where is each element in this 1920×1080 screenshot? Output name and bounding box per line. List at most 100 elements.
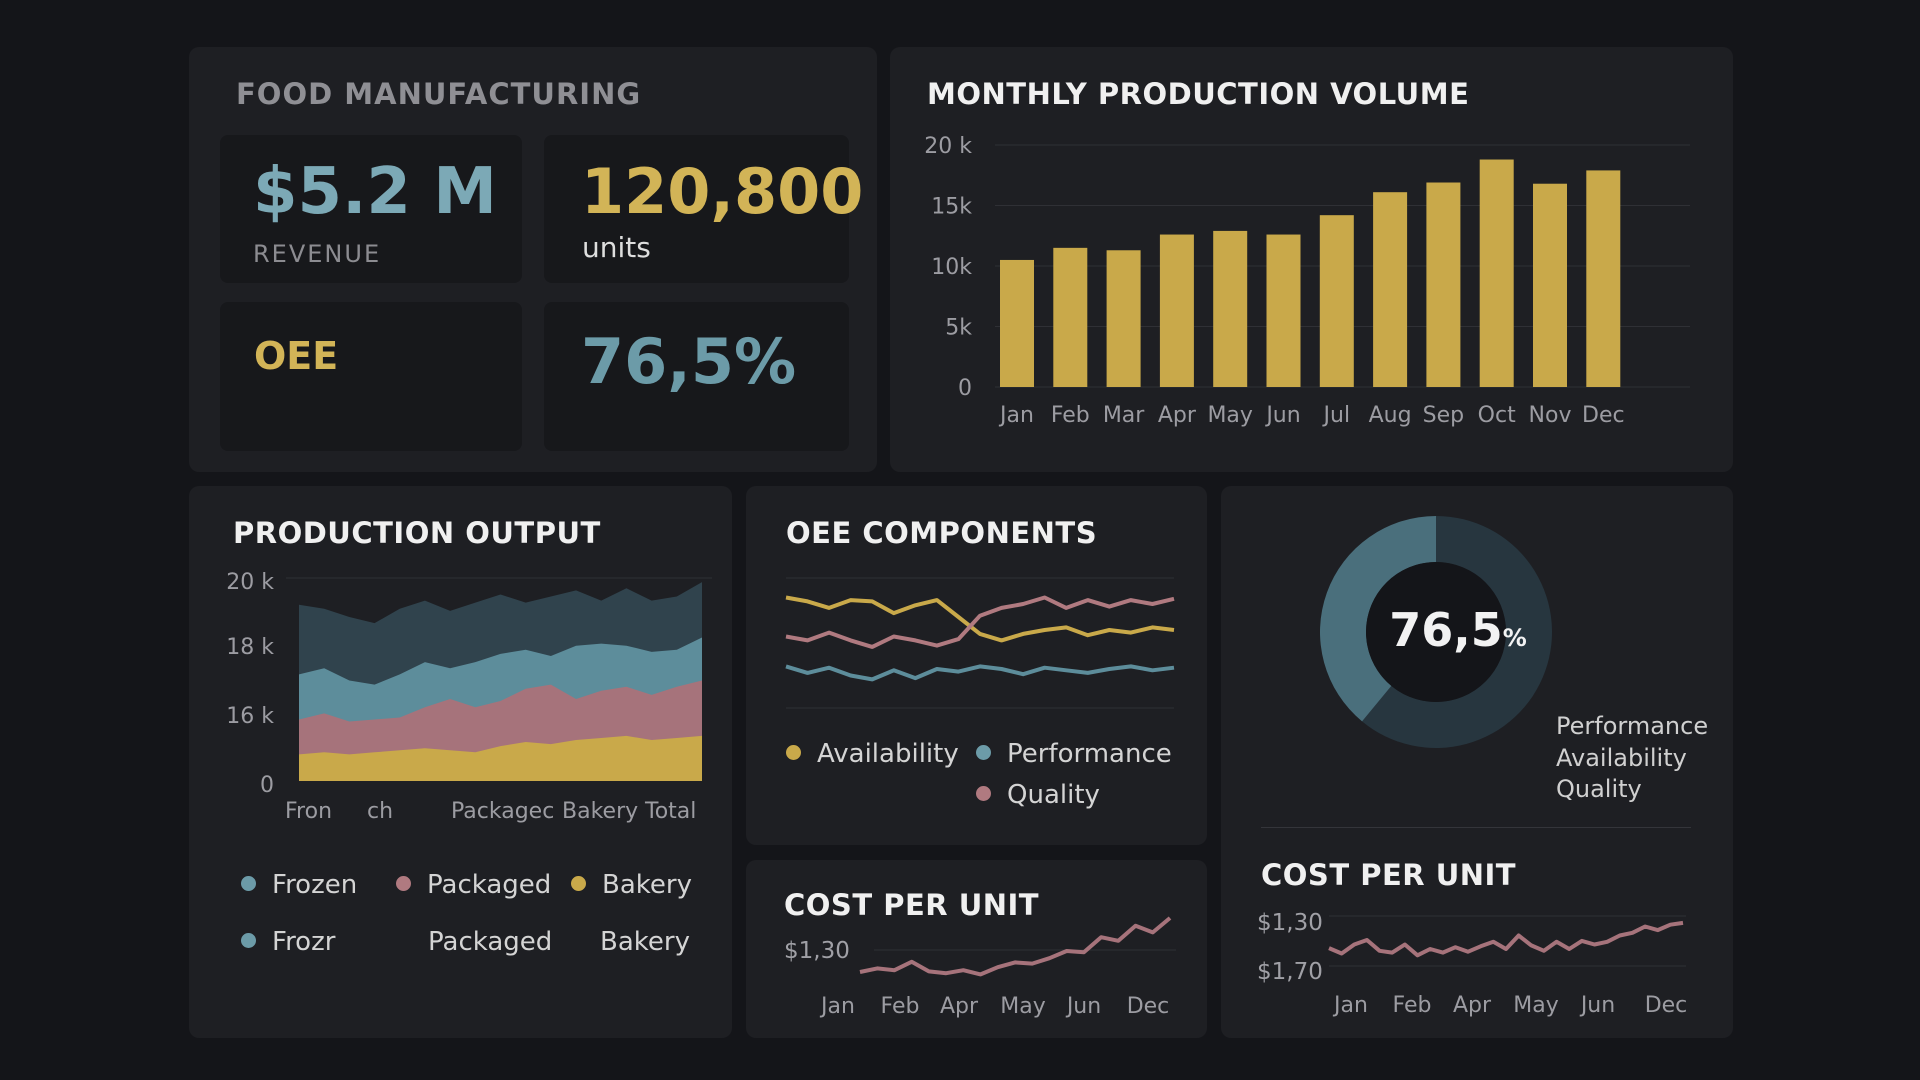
donut-value: 76,5 (1389, 603, 1503, 657)
legend-item[interactable]: Packaged (396, 870, 551, 900)
area-bakery (299, 735, 702, 781)
bar (1266, 234, 1301, 387)
legend-dot (241, 876, 256, 891)
donut-label-quality: Quality (1556, 775, 1642, 803)
y-tick-label: 20 k (924, 134, 972, 159)
overview-panel: FOOD MANUFACTURING $5.2 M REVENUE 120,80… (189, 47, 877, 472)
monthly-bar-chart: 0 5k 10k 15k 20 k Jan Feb Mar Apr May Jun Jul Aug Sep… (924, 134, 1690, 428)
oee-components-title: OEE COMPONENTS (786, 516, 1098, 550)
legend-availability[interactable]: Availability (786, 739, 959, 769)
donut-slice-performance (1362, 516, 1552, 748)
monthly-panel: MONTHLY PRODUCTION VOLUME 0 5k 10k 15k 20 k J… (890, 47, 1733, 472)
output-legend-row1: Frozen Packaged Bakery (241, 870, 721, 910)
x-tick-label: Jun (1065, 994, 1101, 1019)
donut-cost-panel: 76,5% Performance Availability Quality C… (1221, 486, 1733, 1038)
x-tick-label: Dec (1582, 403, 1625, 428)
cost-large-line-chart: Jan Feb Apr May Jun Dec (1328, 915, 1688, 1018)
x-tick-label: Jan (1332, 993, 1368, 1018)
donut-center-value: 76,5% (1378, 603, 1538, 657)
legend-item[interactable]: Packaged (428, 927, 553, 957)
cost-small-panel: COST PER UNIT $1,30 Jan Feb Apr May Jun Dec (746, 860, 1207, 1038)
x-tick-label: Aug (1369, 403, 1412, 428)
cost-small-title: COST PER UNIT (784, 888, 1040, 922)
x-tick-label: Bakery (562, 799, 638, 824)
legend-dot (976, 745, 991, 760)
legend-item[interactable]: Frozen (241, 870, 357, 900)
revenue-label: REVENUE (253, 240, 382, 268)
donut-hole (1366, 562, 1506, 702)
x-tick-label: Oct (1478, 403, 1516, 428)
x-tick-label: May (1513, 993, 1558, 1018)
legend-performance[interactable]: Performance (976, 739, 1172, 769)
x-tick-label: Jul (1322, 403, 1351, 428)
line-performance (785, 664, 1175, 682)
x-tick-label: Dec (1127, 994, 1170, 1019)
x-tick-label: Jan (998, 403, 1034, 428)
y-tick-label: 15k (931, 195, 972, 220)
x-tick-label: Apr (1453, 993, 1492, 1018)
legend-item[interactable]: Frozr (241, 927, 335, 957)
x-tick-label: Jun (1264, 403, 1300, 428)
divider (1261, 827, 1691, 828)
y-tick-label: 20 k (226, 570, 274, 595)
bar (1373, 192, 1408, 387)
bar (1319, 215, 1354, 387)
x-tick-label: Apr (1158, 403, 1197, 428)
x-tick-label: Nov (1529, 403, 1572, 428)
legend-item[interactable]: Bakery (571, 870, 692, 900)
bar (1106, 250, 1141, 387)
bar (1586, 170, 1621, 387)
line-quality (785, 595, 1175, 649)
y-tick-label: 0 (260, 773, 274, 798)
line-availability (785, 595, 1175, 643)
cost-large-title: COST PER UNIT (1261, 858, 1517, 892)
output-legend-row2: Frozr Packaged Bakery (241, 927, 721, 967)
bar (1533, 183, 1567, 387)
legend-item[interactable]: Bakery (600, 927, 690, 957)
legend-dot (241, 933, 256, 948)
y-tick-label: 10k (931, 255, 972, 280)
units-card[interactable]: 120,800 units (544, 135, 863, 283)
output-area-chart: 0 16 k 18 k 20 k Fron ch Packagec Bakery Total (226, 570, 712, 824)
bar (1000, 259, 1034, 387)
oee-value-card[interactable]: 76,5% (544, 302, 849, 451)
legend-dot (571, 876, 586, 891)
bar (1053, 247, 1088, 387)
oee-label-card[interactable]: OEE (220, 302, 522, 451)
x-tick-label: ch (367, 799, 393, 824)
overview-title: FOOD MANUFACTURING (236, 77, 642, 111)
x-tick-label: Packagec (451, 799, 554, 824)
output-panel: PRODUCTION OUTPUT 0 16 k 18 k 20 k Fron ch Pac… (189, 486, 732, 1038)
cost-large-ytick-2: $1,70 (1257, 959, 1323, 985)
x-tick-label: Feb (881, 994, 920, 1019)
x-tick-label: May (1207, 403, 1252, 428)
cost-line (1328, 920, 1684, 958)
y-tick-label: 0 (958, 376, 972, 401)
x-tick-label: Dec (1645, 993, 1688, 1018)
bar (1213, 230, 1248, 387)
output-title: PRODUCTION OUTPUT (233, 516, 601, 550)
donut-label-availability: Availability (1556, 744, 1687, 772)
x-tick-label: Feb (1051, 403, 1090, 428)
revenue-value: $5.2 M (253, 155, 497, 229)
donut-slice-availability (1320, 516, 1436, 722)
units-value: 120,800 (581, 155, 864, 228)
bar (1159, 234, 1194, 387)
legend-dot (976, 786, 991, 801)
x-tick-label: Fron (285, 799, 332, 824)
x-tick-label: Jan (819, 994, 855, 1019)
oee-components-panel: OEE COMPONENTS Availability Performance … (746, 486, 1207, 845)
x-tick-label: Feb (1393, 993, 1432, 1018)
x-tick-label: Mar (1103, 403, 1145, 428)
legend-quality[interactable]: Quality (976, 780, 1100, 810)
oee-label: OEE (254, 334, 339, 378)
oee-value: 76,5% (581, 325, 797, 398)
bar (1426, 182, 1461, 387)
legend-dot (786, 745, 801, 760)
revenue-card[interactable]: $5.2 M REVENUE (220, 135, 522, 283)
cost-small-ytick: $1,30 (784, 938, 850, 964)
units-label: units (582, 231, 651, 264)
donut-unit: % (1502, 624, 1527, 652)
x-tick-label: Jun (1579, 993, 1615, 1018)
x-tick-label: Total (644, 799, 696, 824)
